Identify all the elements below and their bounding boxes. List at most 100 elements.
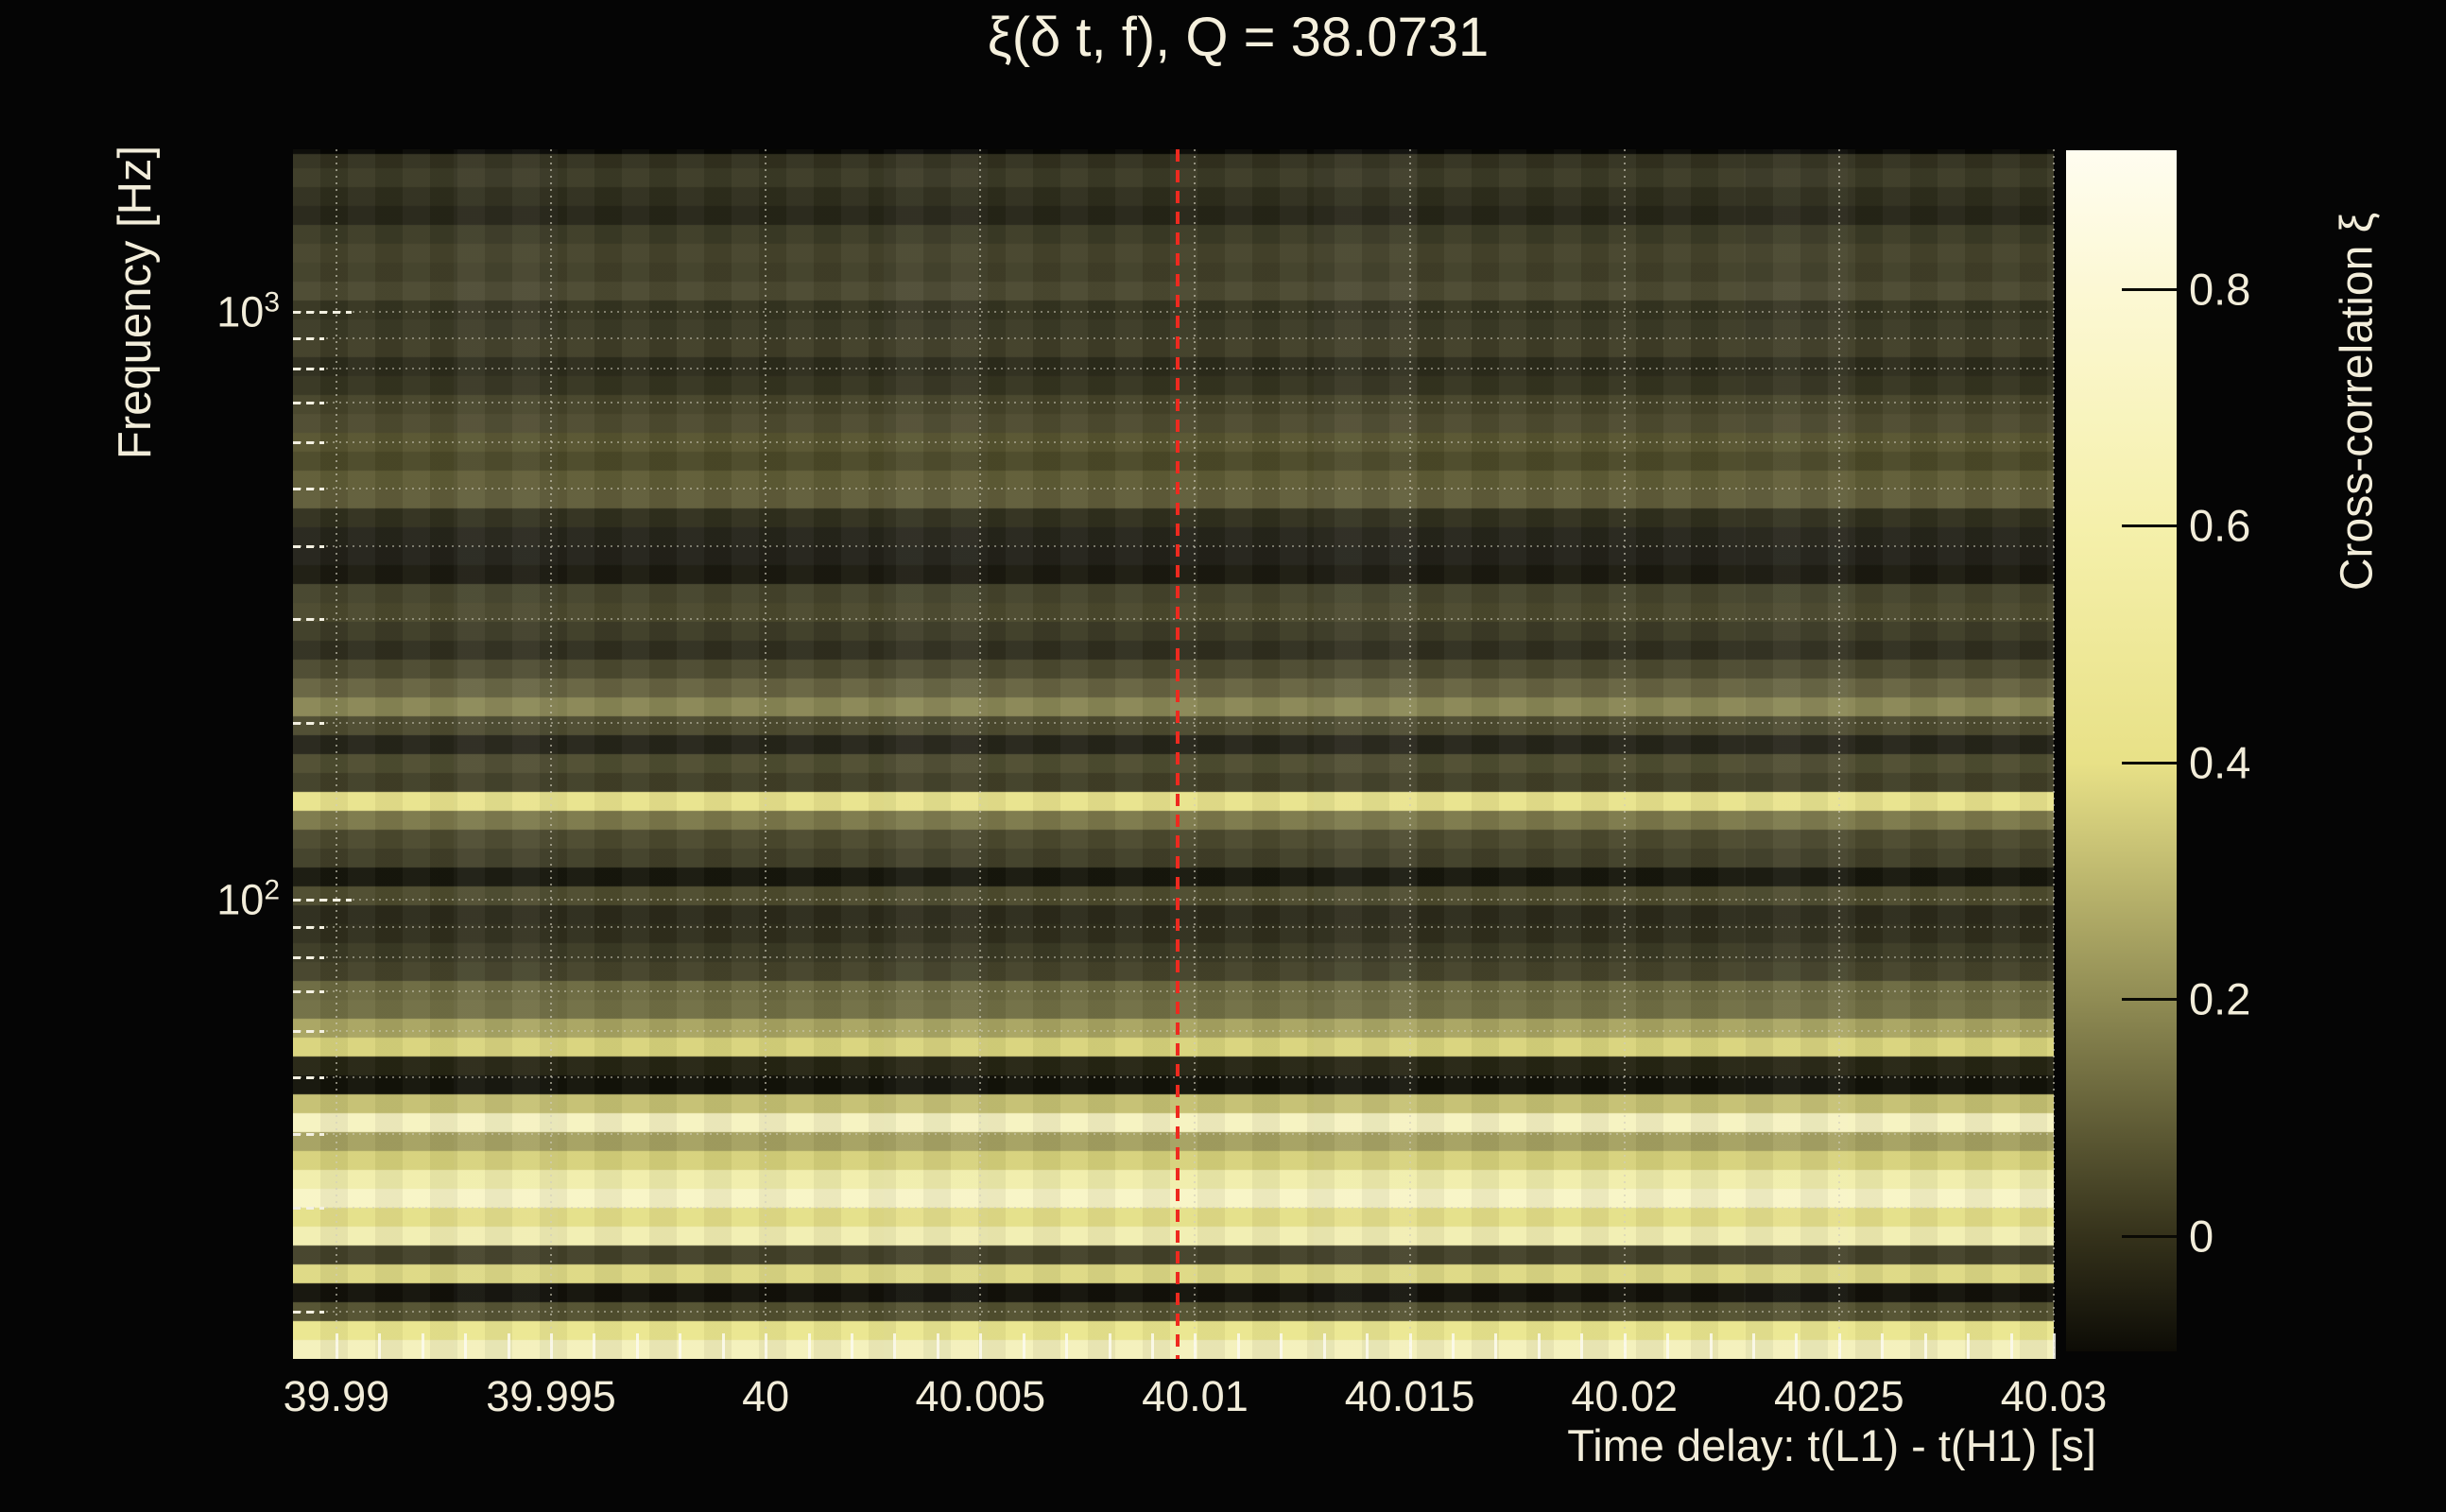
colorbar-tick-line (2122, 998, 2177, 1002)
x-minor-tick (1580, 1333, 1584, 1359)
y-minor-tick-dash (293, 618, 324, 622)
x-minor-tick (1280, 1333, 1283, 1359)
x-tick-label: 40.03 (2000, 1372, 2108, 1420)
y-minor-tick-dash (293, 722, 324, 726)
x-minor-tick (1837, 1333, 1841, 1359)
x-minor-tick (765, 1333, 768, 1359)
y-gridline (293, 722, 2054, 725)
y-minor-tick-dash (293, 989, 324, 993)
x-minor-tick (335, 1333, 338, 1359)
x-gridline (765, 149, 767, 1359)
y-gridline (293, 488, 2054, 490)
y-minor-tick-dash (293, 402, 324, 405)
y-gridline (293, 1075, 2054, 1078)
x-minor-tick (1452, 1333, 1455, 1359)
x-tick-label: 39.99 (283, 1372, 390, 1420)
y-gridline (293, 440, 2054, 443)
y-minor-tick-dash (293, 440, 324, 444)
x-minor-tick (893, 1333, 897, 1359)
x-gridline (1408, 149, 1411, 1359)
x-minor-tick (1752, 1333, 1755, 1359)
x-tick-label: 40.025 (1774, 1372, 1904, 1420)
y-gridline (293, 337, 2054, 340)
x-tick-label: 40.015 (1344, 1372, 1475, 1420)
x-minor-tick (2053, 1333, 2056, 1359)
x-minor-tick (1494, 1333, 1498, 1359)
y-gridline (293, 402, 2054, 404)
y-minor-tick-dash (293, 544, 324, 548)
y-major-tick-dash (293, 310, 352, 314)
x-minor-tick (1236, 1333, 1240, 1359)
y-major-tick-dash (293, 899, 352, 902)
y-gridline (293, 899, 2054, 902)
colorbar-tick-line (2122, 1234, 2177, 1238)
y-gridline (293, 989, 2054, 992)
colorbar-tick-line (2122, 761, 2177, 765)
x-minor-tick (1408, 1333, 1412, 1359)
x-minor-tick (635, 1333, 639, 1359)
y-minor-tick-dash (293, 1133, 324, 1137)
x-gridline (1623, 149, 1626, 1359)
y-gridline (293, 618, 2054, 621)
x-minor-tick (1194, 1333, 1197, 1359)
x-minor-tick (721, 1333, 725, 1359)
x-minor-tick (421, 1333, 424, 1359)
x-minor-tick (1967, 1333, 1971, 1359)
x-gridline (1837, 149, 1840, 1359)
x-minor-tick (1709, 1333, 1713, 1359)
x-minor-tick (507, 1333, 510, 1359)
y-gridline (293, 925, 2054, 928)
y-gridline (293, 955, 2054, 958)
x-minor-tick (936, 1333, 939, 1359)
x-minor-tick (1322, 1333, 1326, 1359)
y-gridline (293, 368, 2054, 370)
colorbar-label: Cross-correlation ξ (2332, 212, 2383, 592)
x-gridline (550, 149, 553, 1359)
y-gridline (293, 310, 2054, 313)
x-gridline (335, 149, 337, 1359)
x-minor-tick (679, 1333, 682, 1359)
heatmap-canvas (293, 149, 2054, 1359)
x-minor-tick (550, 1333, 554, 1359)
y-gridline (293, 544, 2054, 547)
x-minor-tick (1366, 1333, 1369, 1359)
y-gridline (293, 1029, 2054, 1032)
time-delay-marker-line (1176, 149, 1180, 1359)
x-minor-tick (1537, 1333, 1541, 1359)
colorbar-tick-line (2122, 288, 2177, 291)
x-minor-tick (1666, 1333, 1670, 1359)
y-minor-tick-dash (293, 1075, 324, 1079)
y-axis-label: Frequency [Hz] (110, 145, 161, 460)
x-gridline (2053, 149, 2055, 1359)
y-gridline (293, 1310, 2054, 1313)
x-gridline (1194, 149, 1197, 1359)
x-minor-tick (378, 1333, 382, 1359)
x-minor-tick (979, 1333, 983, 1359)
x-minor-tick (593, 1333, 596, 1359)
y-minor-tick-dash (293, 955, 324, 959)
x-minor-tick (1881, 1333, 1885, 1359)
heatmap-plot (293, 149, 2056, 1359)
y-tick-label: 102 (216, 874, 280, 924)
x-minor-tick (1923, 1333, 1927, 1359)
colorbar (2066, 150, 2177, 1351)
y-minor-tick-dash (293, 925, 324, 929)
x-axis-label: Time delay: t(L1) - t(H1) [s] (1567, 1420, 2096, 1470)
y-minor-tick-dash (293, 1029, 324, 1033)
x-tick-label: 39.995 (486, 1372, 616, 1420)
x-minor-tick (1795, 1333, 1799, 1359)
y-minor-tick-dash (293, 1310, 324, 1314)
x-minor-tick (807, 1333, 811, 1359)
x-minor-tick (1065, 1333, 1069, 1359)
x-minor-tick (464, 1333, 468, 1359)
y-minor-tick-dash (293, 1206, 324, 1210)
colorbar-tick-label: 0 (2189, 1211, 2214, 1262)
x-minor-tick (1108, 1333, 1111, 1359)
y-minor-tick-dash (293, 337, 324, 341)
y-minor-tick-dash (293, 488, 324, 491)
x-minor-tick (851, 1333, 854, 1359)
colorbar-tick-label: 0.6 (2189, 500, 2251, 551)
x-tick-label: 40.01 (1142, 1372, 1249, 1420)
plot-title: ξ(δ t, f), Q = 38.0731 (987, 7, 1490, 68)
